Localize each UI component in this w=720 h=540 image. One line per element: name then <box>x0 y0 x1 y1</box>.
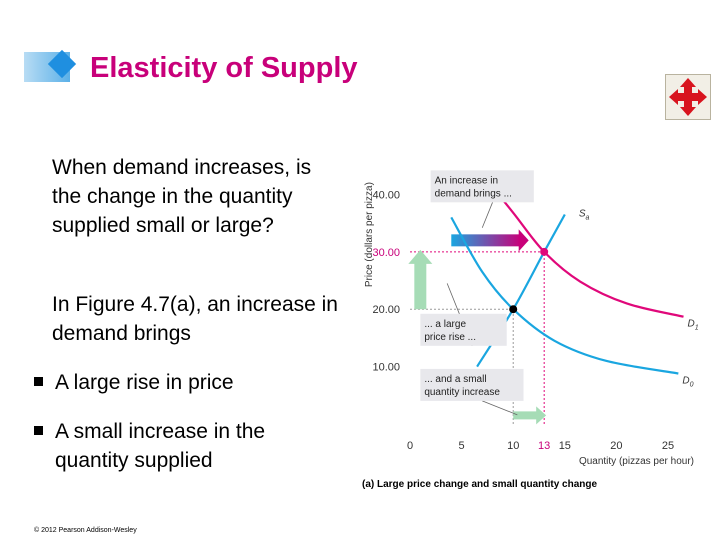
slide-title: Elasticity of Supply <box>90 52 358 84</box>
arrow-head <box>536 406 547 425</box>
x-tick-label: 15 <box>559 440 571 452</box>
annotation-text: ... and a small <box>424 374 486 385</box>
bullet-item-price: A large rise in price <box>34 368 234 397</box>
annotation-quantity: ... and a small quantity increase <box>420 368 524 416</box>
price-rise-arrow <box>408 249 433 310</box>
annotation-demand: An increase in demand brings ... <box>430 170 534 228</box>
curve-label: Sa <box>579 209 590 222</box>
y-axis-label: Price (dollars per pizza) <box>364 182 375 287</box>
figure-paragraph: In Figure 4.7(a), an increase in demand … <box>52 293 338 345</box>
y-tick-label: 20.00 <box>372 304 400 316</box>
x-tick-label: 25 <box>662 440 674 452</box>
annotation-box <box>420 313 507 346</box>
x-axis-label: Quantity (pizzas per hour) <box>579 456 694 467</box>
quantity-increase-arrow <box>513 406 547 425</box>
arrow-head <box>408 249 433 264</box>
x-tick-label: 13 <box>538 440 550 452</box>
chart-caption: (a) Large price change and small quantit… <box>362 479 597 490</box>
equilibrium-point <box>540 247 549 256</box>
annotation-text: quantity increase <box>424 387 500 398</box>
bullet-square-icon <box>34 376 43 386</box>
x-tick-label: 0 <box>407 440 413 452</box>
arrow-body <box>414 261 427 310</box>
bullet-square-icon <box>34 425 43 435</box>
demand-shift-arrow <box>451 229 529 252</box>
annotation-text: demand brings ... <box>435 188 512 199</box>
question-paragraph: When demand increases, is the change in … <box>52 156 312 237</box>
x-tick-label: 5 <box>459 440 465 452</box>
supply-elasticity-chart: 10.00 20.00 30.00 40.00 0 5 10 13 15 20 25 Price (d… <box>362 170 699 490</box>
curve-d-0 <box>450 216 679 375</box>
y-tick-label: 10.00 <box>372 362 400 374</box>
move-arrows-icon[interactable] <box>665 74 711 120</box>
bullet-text: A small increase in the quantity supplie… <box>55 420 266 472</box>
annotation-box <box>430 170 534 203</box>
arrow-head <box>518 229 529 252</box>
x-tick-label: 10 <box>507 440 519 452</box>
equilibrium-point <box>509 305 518 314</box>
curve-d-1 <box>481 173 684 318</box>
copyright: © 2012 Pearson Addison-Wesley <box>34 527 137 534</box>
annotation-text: ... a large <box>424 319 466 330</box>
annotation-text: An increase in <box>435 175 498 186</box>
arrow-body <box>513 411 539 420</box>
annotation-box <box>420 368 524 401</box>
y-tick-label: 40.00 <box>372 189 400 201</box>
arrow-body <box>451 234 521 247</box>
curve-label: D0 <box>682 375 693 388</box>
annotation-pointer <box>481 202 493 228</box>
x-tick-label: 20 <box>610 440 622 452</box>
annotation-price: ... a large price rise ... <box>420 283 507 346</box>
annotation-pointer <box>482 400 518 416</box>
annotation-text: price rise ... <box>424 332 476 343</box>
bullet-text: A large rise in price <box>55 371 234 394</box>
bullet-item-quantity: A small increase in the quantity supplie… <box>34 417 315 475</box>
y-tick-label: 30.00 <box>372 247 400 259</box>
curve-label: D1 <box>688 319 699 332</box>
